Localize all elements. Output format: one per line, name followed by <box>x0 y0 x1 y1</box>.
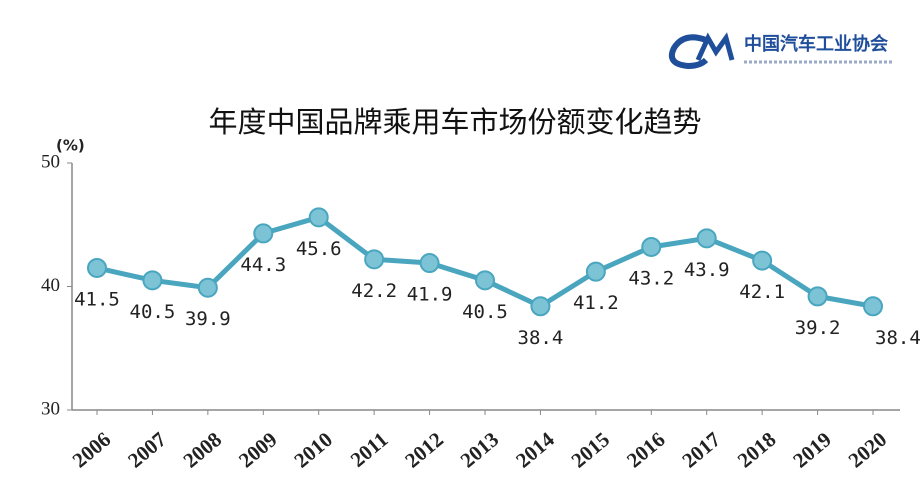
data-label: 42.1 <box>739 281 785 303</box>
marker <box>87 257 107 278</box>
y-tick-label: 50 <box>41 151 60 172</box>
x-tick-label: 2015 <box>567 427 615 472</box>
data-label: 39.9 <box>185 308 231 330</box>
marker <box>142 270 163 291</box>
marker <box>696 228 717 249</box>
logo-mark <box>695 32 735 62</box>
marker <box>364 249 385 270</box>
marker <box>863 296 883 317</box>
marker <box>475 270 495 291</box>
data-label: 45.6 <box>296 238 342 260</box>
x-tick-label: 2016 <box>622 427 670 472</box>
chart-title: 年度中国品牌乘用车市场份额变化趋势 <box>208 105 701 139</box>
x-tick-label: 2013 <box>456 427 504 472</box>
marker <box>530 296 551 317</box>
x-tick-label: 2019 <box>788 427 836 472</box>
data-label: 40.5 <box>462 301 508 323</box>
marker <box>197 277 218 298</box>
marker <box>308 207 329 228</box>
data-label: 39.2 <box>795 317 841 339</box>
data-label: 41.2 <box>573 292 619 314</box>
data-label: 43.2 <box>628 267 674 289</box>
logo-mark <box>668 34 709 70</box>
x-tick-label: 2012 <box>400 427 448 472</box>
data-label: 38.4 <box>875 327 920 349</box>
x-tick-label: 2008 <box>179 427 227 472</box>
x-tick-label: 2006 <box>68 427 116 472</box>
data-label: 41.5 <box>74 288 120 310</box>
y-tick-label: 30 <box>41 398 60 419</box>
data-label: 42.2 <box>351 280 397 302</box>
x-tick-label: 2009 <box>234 427 282 472</box>
data-label: 40.5 <box>130 301 176 323</box>
x-tick-label: 2018 <box>733 427 781 472</box>
y-axis-unit: (%) <box>56 137 85 155</box>
x-tick-label: 2010 <box>289 427 337 472</box>
marker <box>752 250 773 271</box>
marker <box>253 223 274 244</box>
marker <box>807 286 828 307</box>
data-label: 43.9 <box>684 259 730 281</box>
x-tick-label: 2017 <box>677 427 725 472</box>
logo: 中国汽车工业协会 <box>668 32 892 70</box>
marker <box>419 253 440 274</box>
marker <box>641 236 662 257</box>
marker <box>585 261 606 282</box>
x-tick-label: 2020 <box>844 427 892 472</box>
x-tick-label: 2007 <box>123 427 171 472</box>
data-label: 44.3 <box>240 254 286 276</box>
x-tick-label: 2014 <box>511 427 559 473</box>
data-label: 38.4 <box>518 327 564 349</box>
logo-text: 中国汽车工业协会 <box>744 33 888 55</box>
x-tick-label: 2011 <box>346 427 393 472</box>
data-label: 41.9 <box>407 284 453 306</box>
y-tick-label: 40 <box>41 275 60 296</box>
